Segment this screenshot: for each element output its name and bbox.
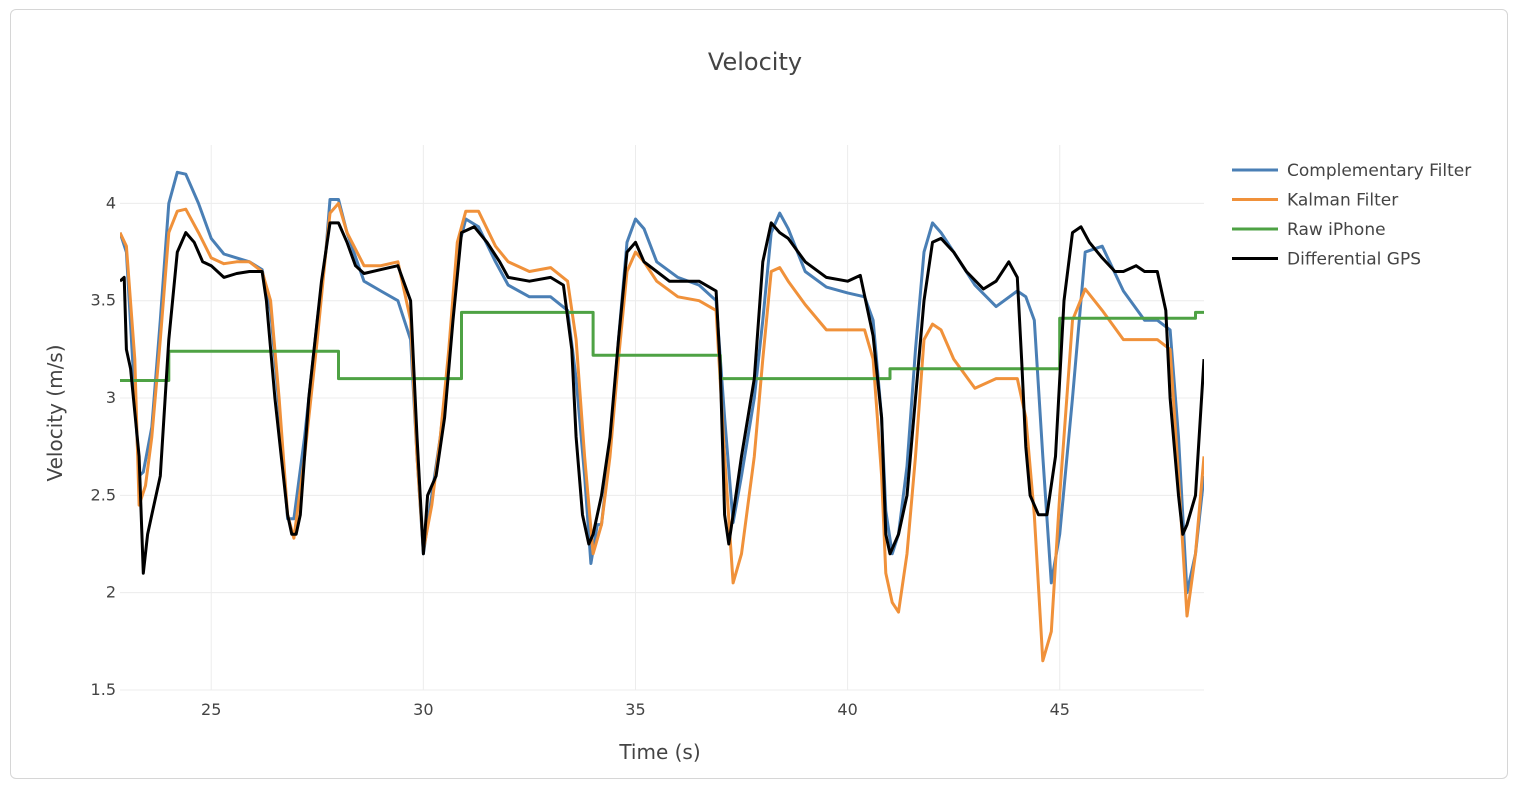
grid: [120, 145, 1204, 691]
legend-label: Differential GPS: [1287, 250, 1421, 270]
series-line-differential-gps: [120, 221, 1204, 575]
x-tick-label: 35: [625, 700, 645, 719]
legend-item[interactable]: Kalman Filter: [1232, 191, 1398, 211]
legend-label: Kalman Filter: [1287, 191, 1398, 211]
y-tick-label: 2: [106, 583, 116, 602]
y-tick-label: 1.5: [91, 680, 116, 699]
x-tick-label: 45: [1050, 700, 1070, 719]
legend-item[interactable]: Differential GPS: [1232, 250, 1421, 270]
x-axis-label: Time (s): [618, 740, 700, 764]
x-tick-labels: 25 30 35 40 45: [201, 700, 1070, 719]
y-tick-label: 2.5: [91, 485, 116, 504]
legend-item[interactable]: Raw iPhone: [1232, 220, 1386, 240]
series-lines: [120, 170, 1204, 663]
y-axis-label: Velocity (m/s): [43, 344, 67, 481]
x-tick-label: 30: [413, 700, 433, 719]
legend-label: Complementary Filter: [1287, 161, 1471, 181]
series-line-raw-iphone: [120, 310, 1204, 382]
legend[interactable]: Complementary Filter Kalman Filter Raw iPh…: [1232, 161, 1471, 270]
series-line-kalman-filter: [120, 201, 1204, 663]
chart-title: Velocity: [708, 48, 802, 76]
y-tick-label: 3: [106, 388, 116, 407]
y-tick-label: 3.5: [91, 291, 116, 310]
x-tick-label: 25: [201, 700, 221, 719]
y-tick-label: 4: [106, 193, 116, 212]
series-line-complementary-filter: [120, 170, 1204, 595]
legend-item[interactable]: Complementary Filter: [1232, 161, 1471, 181]
x-tick-label: 40: [837, 700, 857, 719]
y-tick-labels: 1.5 2 2.5 3 3.5 4: [91, 193, 116, 699]
legend-label: Raw iPhone: [1287, 220, 1386, 240]
